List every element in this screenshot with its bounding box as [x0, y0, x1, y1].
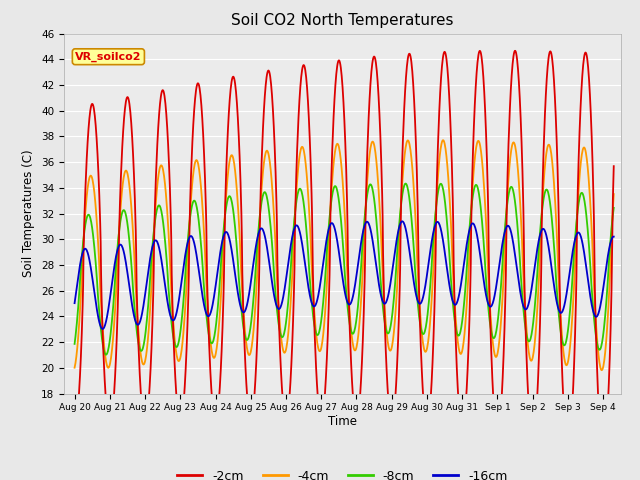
X-axis label: Time: Time	[328, 415, 357, 428]
Legend: -2cm, -4cm, -8cm, -16cm: -2cm, -4cm, -8cm, -16cm	[172, 465, 513, 480]
Text: VR_soilco2: VR_soilco2	[75, 51, 141, 62]
Title: Soil CO2 North Temperatures: Soil CO2 North Temperatures	[231, 13, 454, 28]
Y-axis label: Soil Temperatures (C): Soil Temperatures (C)	[22, 150, 35, 277]
